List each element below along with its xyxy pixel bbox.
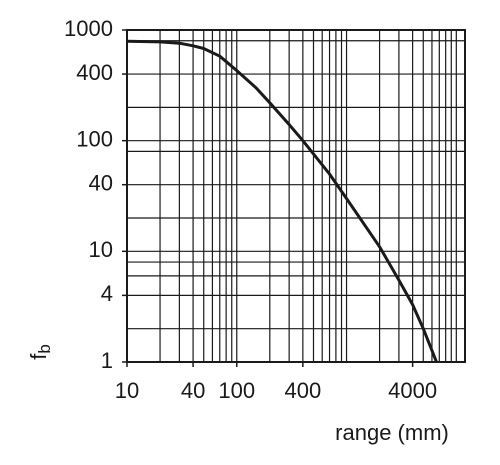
x-tick-label: 400 [284, 378, 321, 403]
y-axis-label-main: f [26, 353, 51, 360]
y-tick-label: 1 [101, 348, 113, 373]
data-line [126, 39, 438, 363]
x-tick-label: 100 [218, 378, 255, 403]
y-tick-label: 40 [89, 171, 113, 196]
x-tick-label: 10 [115, 378, 139, 403]
y-tick-label: 400 [76, 60, 113, 85]
y-tick-label: 1000 [64, 16, 113, 41]
y-axis-label: fb [26, 344, 55, 360]
y-tick-label: 10 [89, 237, 113, 262]
x-axis-label: range (mm) [335, 420, 449, 445]
plot-frame [126, 29, 466, 363]
y-tick-label: 100 [76, 126, 113, 151]
y-tick-label: 4 [101, 281, 113, 306]
x-tick-label: 4000 [388, 378, 437, 403]
x-tick-label: 40 [181, 378, 205, 403]
y-axis-label-sub: b [35, 344, 54, 353]
